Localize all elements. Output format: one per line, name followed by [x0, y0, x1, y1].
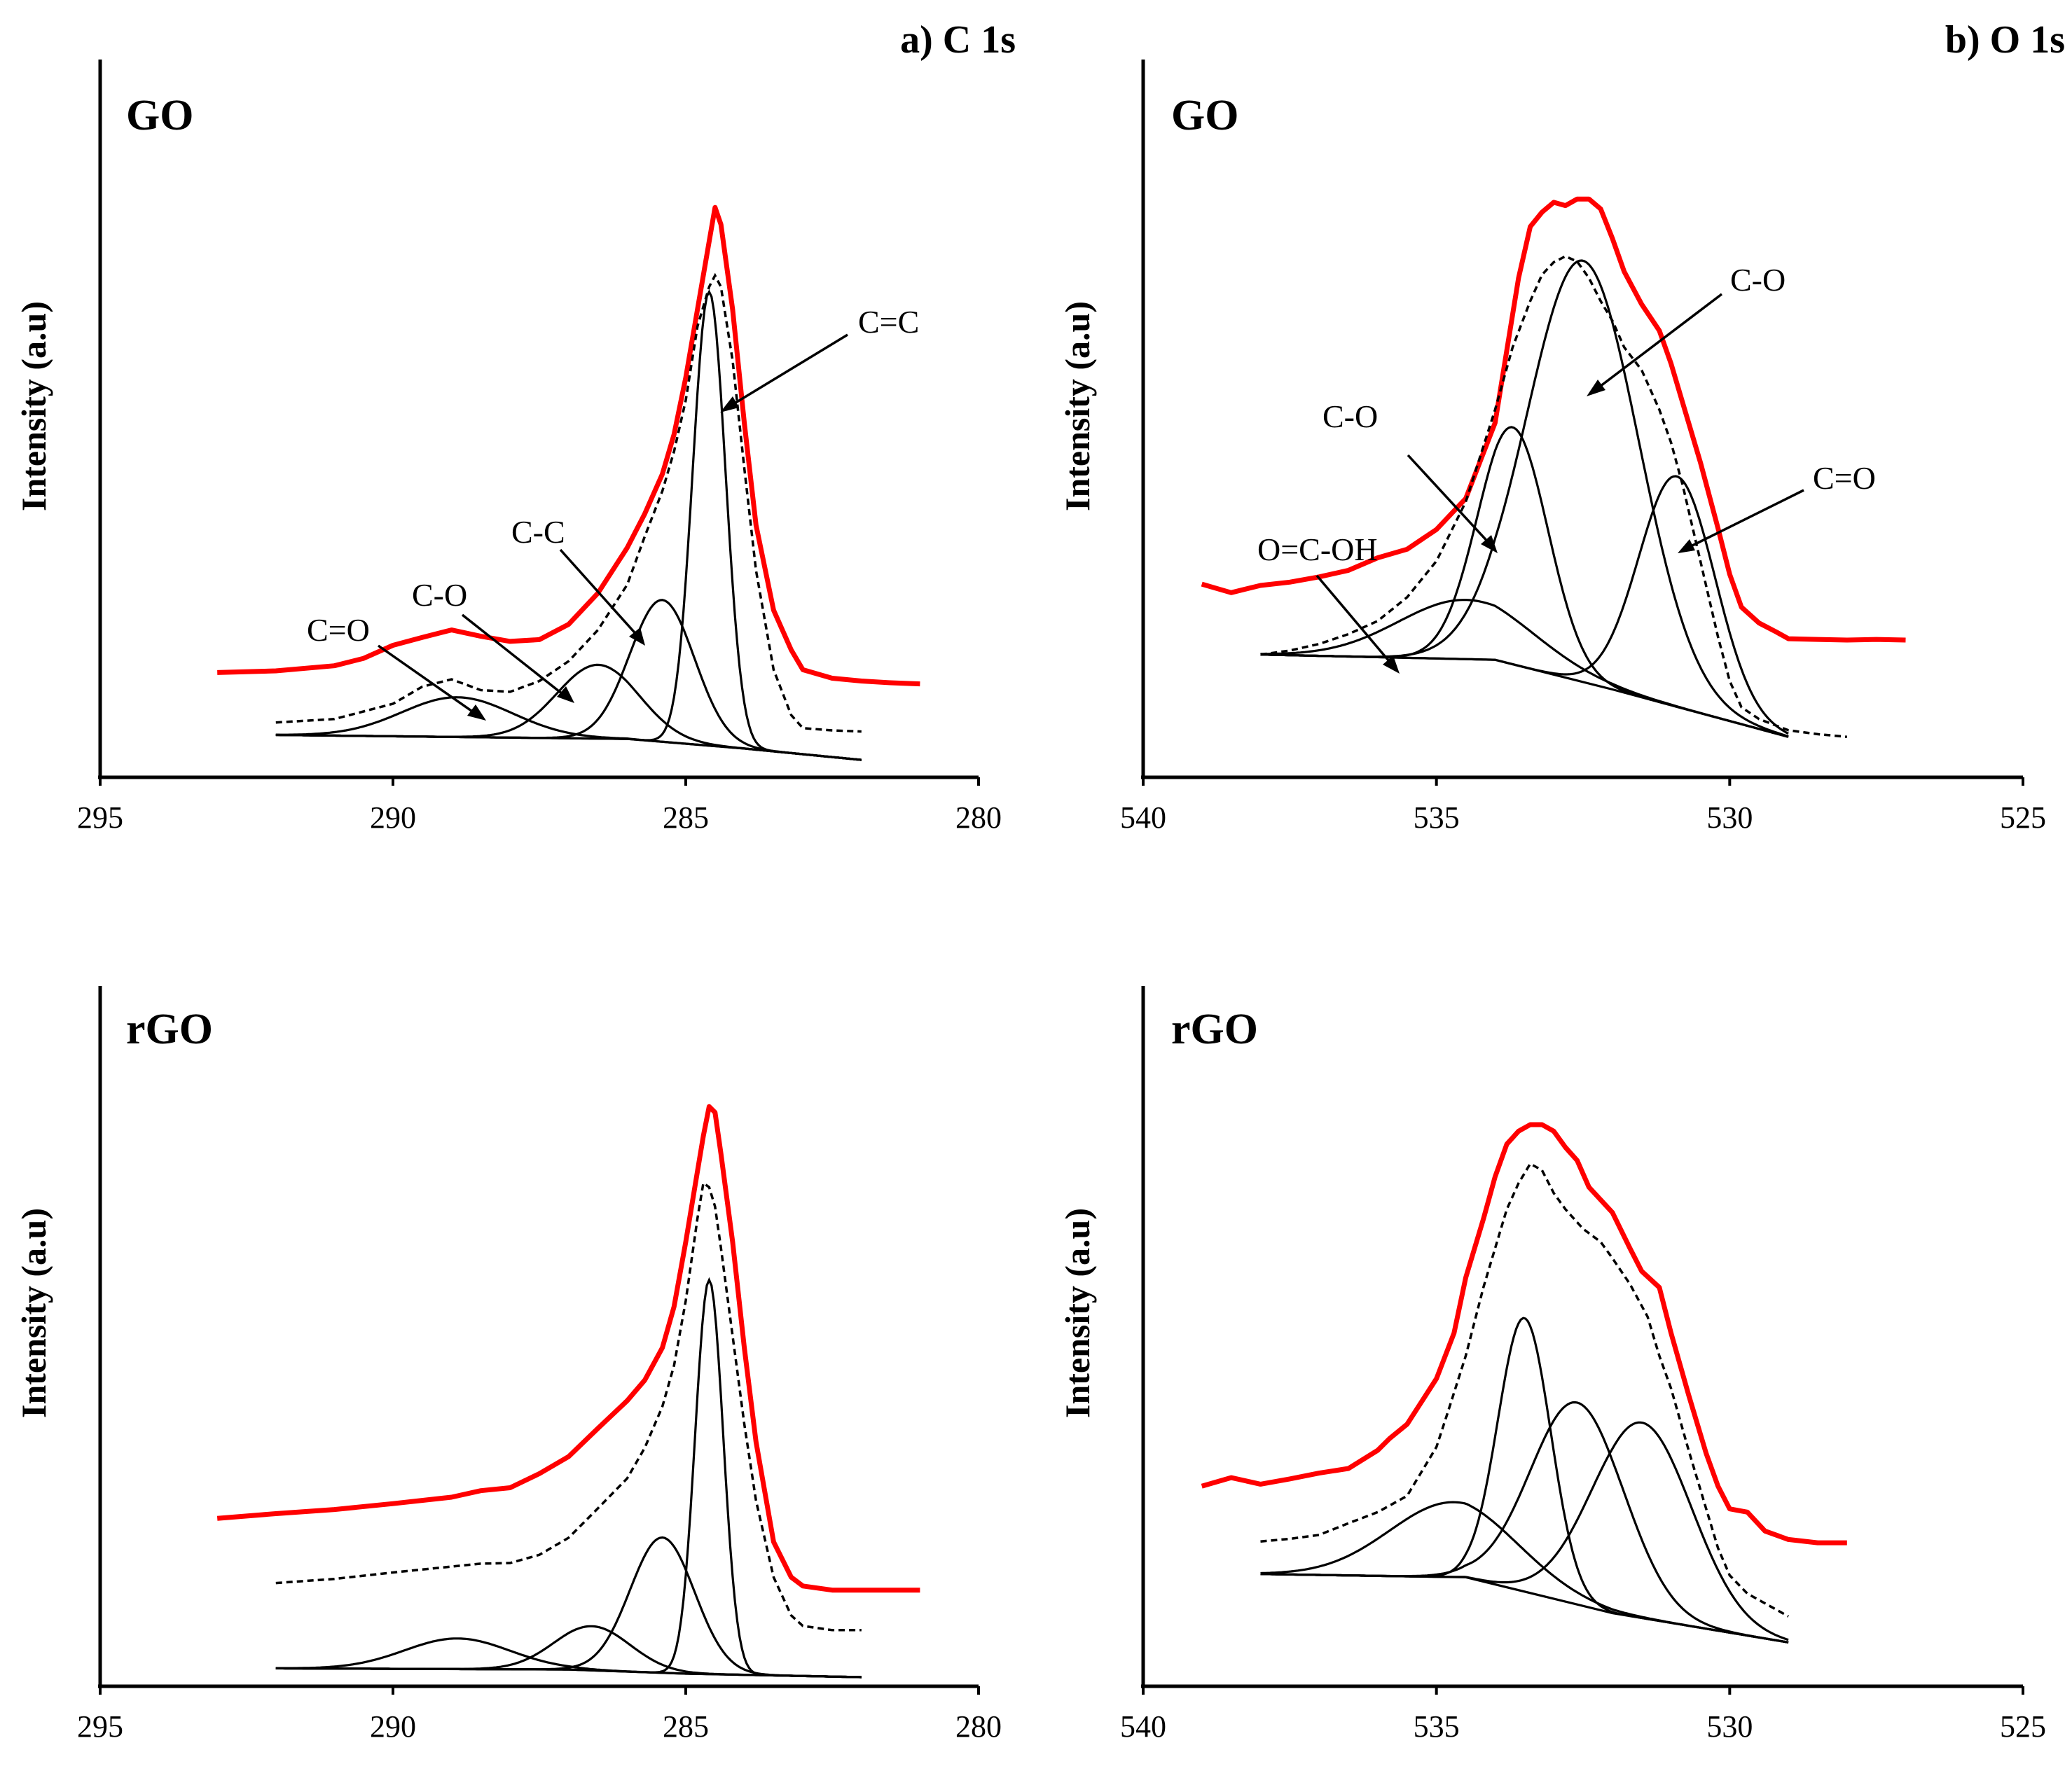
y-axis-label: Intensity (a.u) — [1058, 301, 1097, 511]
x-tick-label: 290 — [370, 800, 416, 835]
annotation-c-double-o: C=O — [307, 612, 486, 721]
x-tick-label: 280 — [955, 800, 1002, 835]
fit-curves — [1201, 196, 1906, 738]
x-ticks: 295 290 285 280 — [77, 1686, 1002, 1744]
experimental-line — [217, 204, 920, 687]
annotation-c-double-o: C=O — [1678, 460, 1876, 553]
component-peak — [275, 696, 862, 761]
chart-go-c1s: GO Intensity (a.u) 295 290 285 280 C=C C-C … — [14, 60, 1002, 835]
background-line — [1260, 1573, 1789, 1644]
x-tick-label: 285 — [663, 800, 709, 835]
sample-label: GO — [1171, 92, 1238, 139]
sample-label: GO — [126, 92, 193, 139]
x-tick-label: 285 — [663, 1709, 709, 1744]
fit-curves — [217, 204, 920, 761]
panel-title-o1s: b) O 1s — [1945, 18, 2065, 62]
chart-rgo-c1s: rGO Intensity (a.u) 295 290 285 280 — [14, 986, 1002, 1744]
annotation-label: C-O — [412, 577, 467, 613]
y-axis-label: Intensity (a.u) — [14, 301, 53, 511]
x-tick-label: 280 — [955, 1709, 1002, 1744]
component-peak — [1260, 1421, 1789, 1641]
fit-curves — [216, 1104, 920, 1679]
annotation-label: C=O — [1813, 460, 1876, 496]
sample-label: rGO — [1171, 1006, 1258, 1053]
annotation-c-c: C-C — [511, 514, 645, 646]
component-peak — [275, 289, 862, 761]
x-tick-label: 535 — [1414, 1709, 1460, 1744]
annotation-c-o-main: C-O — [1587, 262, 1786, 396]
component-peak — [1260, 598, 1789, 738]
annotation-label: C=O — [307, 612, 370, 648]
component-peak — [1260, 426, 1789, 738]
annotation-label: O=C-OH — [1257, 532, 1378, 567]
x-tick-label: 525 — [2000, 1709, 2046, 1744]
annotation-label: C-O — [1730, 262, 1786, 298]
annotation-c-o: C-O — [412, 577, 574, 703]
x-ticks: 540 535 530 525 — [1120, 777, 2046, 835]
component-peak — [1260, 1317, 1789, 1644]
experimental-line — [1201, 196, 1906, 643]
annotation-c-c-double: C=C — [720, 304, 919, 412]
chart-rgo-o1s: rGO Intensity (a.u) 540 535 530 525 — [1058, 986, 2046, 1744]
x-ticks: 540 535 530 525 — [1120, 1686, 2046, 1744]
x-tick-label: 295 — [77, 800, 123, 835]
annotation-label: C=C — [858, 304, 919, 340]
component-peak — [1260, 1501, 1789, 1644]
component-peak — [275, 1277, 862, 1679]
annotation-o-c-oh: O=C-OH — [1257, 532, 1400, 674]
fit-envelope-line — [1260, 1162, 1789, 1618]
x-tick-label: 540 — [1120, 1709, 1166, 1744]
x-tick-label: 295 — [77, 1709, 123, 1744]
component-peak — [275, 1637, 862, 1679]
y-axis-label: Intensity (a.u) — [14, 1208, 53, 1418]
fit-curves — [1201, 1122, 1847, 1644]
annotation-label: C-C — [511, 514, 565, 550]
x-tick-label: 530 — [1706, 800, 1753, 835]
component-peak — [275, 1536, 862, 1679]
annotation-label: C-O — [1322, 398, 1378, 434]
x-tick-label: 535 — [1414, 800, 1460, 835]
x-tick-label: 290 — [370, 1709, 416, 1744]
experimental-line — [1201, 1122, 1847, 1546]
chart-go-o1s: GO Intensity (a.u) 540 535 530 525 C-O C-O … — [1058, 60, 2046, 835]
x-tick-label: 540 — [1120, 800, 1166, 835]
y-axis-label: Intensity (a.u) — [1058, 1208, 1097, 1418]
component-peak — [1260, 1401, 1789, 1644]
sample-label: rGO — [126, 1006, 213, 1053]
fit-envelope-line — [275, 1181, 862, 1632]
fit-envelope-line — [275, 272, 862, 733]
experimental-line — [216, 1104, 920, 1593]
fit-envelope-line — [1260, 255, 1847, 738]
x-ticks: 295 290 285 280 — [77, 777, 1002, 835]
panel-title-c1s: a) C 1s — [900, 18, 1016, 62]
x-tick-label: 530 — [1706, 1709, 1753, 1744]
component-peak — [1260, 475, 1789, 735]
x-tick-label: 525 — [2000, 800, 2046, 835]
annotation-c-o-secondary: C-O — [1322, 398, 1498, 553]
